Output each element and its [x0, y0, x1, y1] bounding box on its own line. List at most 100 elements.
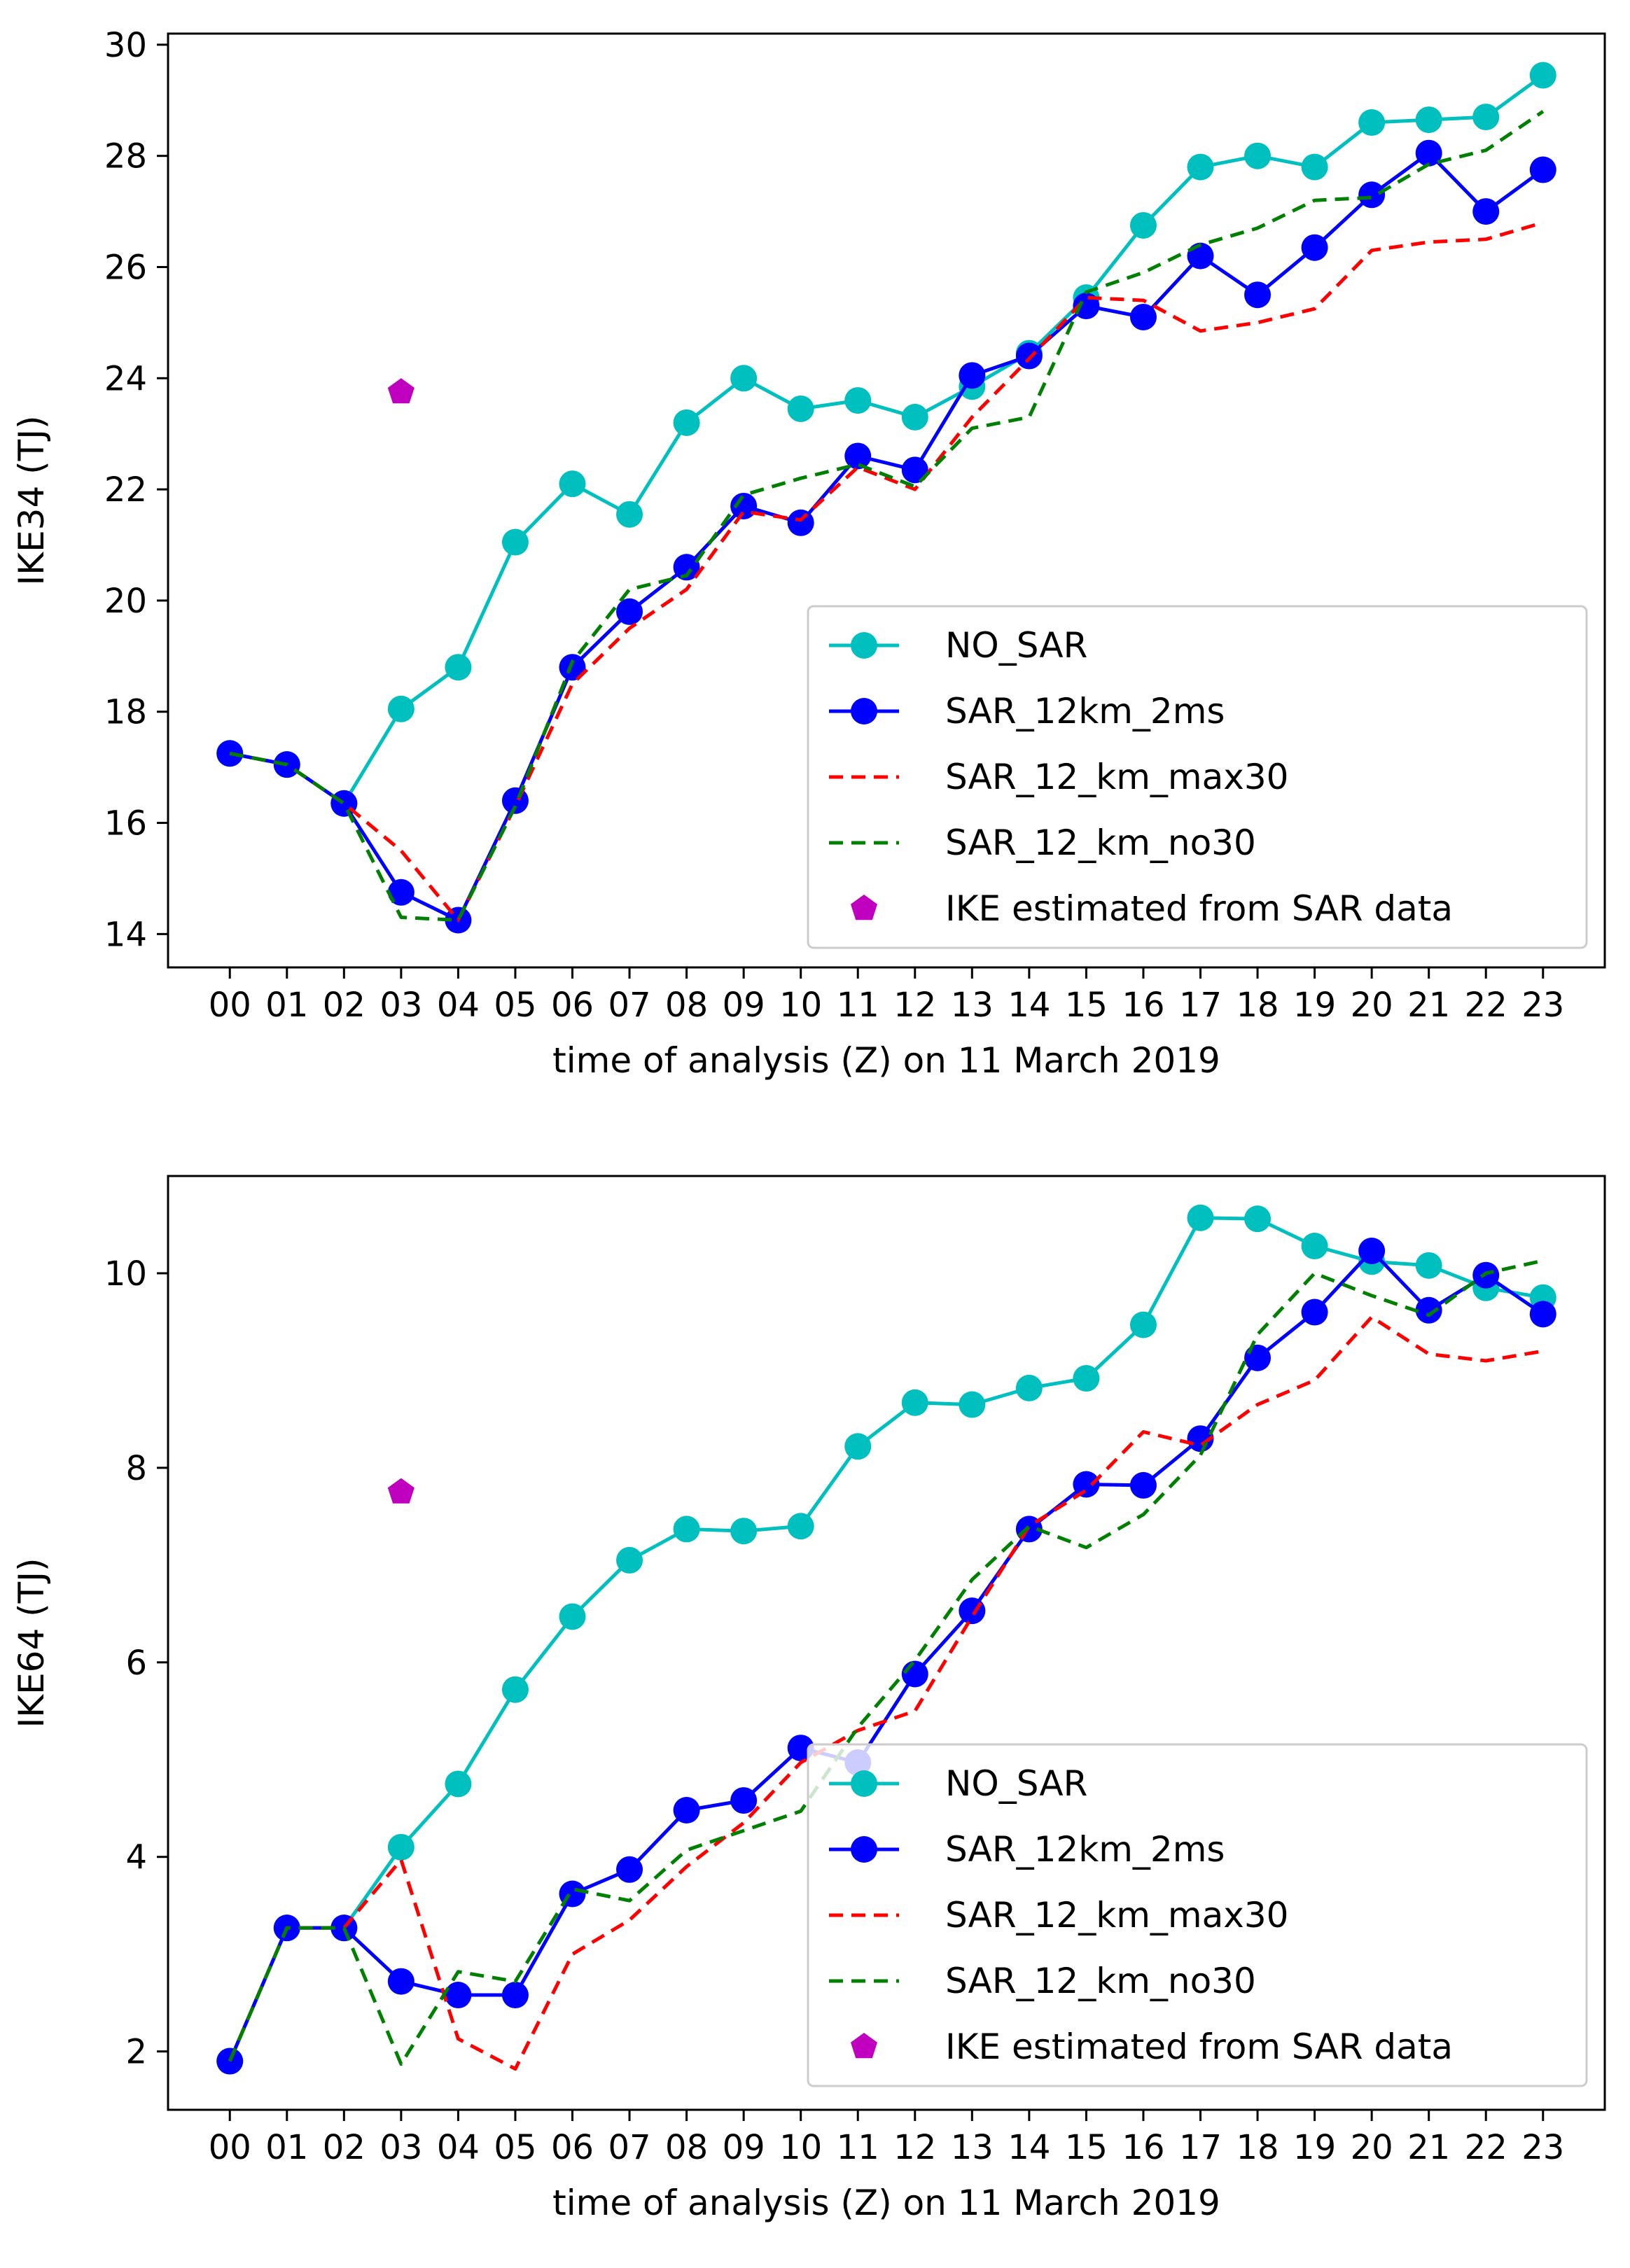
data-point	[1129, 303, 1157, 330]
data-point	[1015, 342, 1043, 370]
data-point	[787, 1513, 814, 1540]
legend-marker	[851, 1770, 877, 1797]
x-tick-label: 01	[265, 2128, 308, 2167]
data-point	[959, 362, 986, 389]
x-tick-label: 23	[1521, 2128, 1564, 2167]
data-point	[1415, 1296, 1442, 1324]
x-tick-label: 11	[837, 986, 879, 1025]
data-point	[844, 1433, 872, 1460]
data-point	[730, 1787, 758, 1814]
data-point	[616, 500, 643, 528]
data-point	[730, 365, 758, 392]
legend-marker	[851, 632, 877, 659]
data-point	[1301, 1233, 1328, 1260]
data-point	[445, 654, 472, 681]
x-tick-label: 08	[665, 986, 708, 1025]
x-tick-label: 21	[1407, 986, 1450, 1025]
data-point	[1187, 153, 1214, 181]
data-point	[1358, 1237, 1386, 1264]
legend-box	[807, 1743, 1588, 2087]
x-tick-label: 05	[494, 986, 536, 1025]
data-point	[387, 878, 415, 906]
x-tick-label: 15	[1065, 2128, 1108, 2167]
x-tick-label: 00	[209, 986, 251, 1025]
legend-label: NO_SAR	[945, 1763, 1087, 1804]
data-point	[216, 2047, 244, 2075]
legend-label: IKE estimated from SAR data	[945, 2026, 1453, 2067]
legend-label: IKE estimated from SAR data	[945, 888, 1453, 929]
data-point	[1187, 1204, 1214, 1231]
data-point	[787, 395, 814, 422]
y-axis-label: IKE64 (TJ)	[11, 1558, 52, 1728]
x-tick-label: 23	[1521, 986, 1564, 1025]
legend-label: SAR_12_km_no30	[945, 822, 1256, 863]
data-point	[501, 1982, 529, 2009]
legend-item-sar-12-km-max30: SAR_12_km_max30	[829, 757, 1288, 797]
data-point	[1301, 1298, 1328, 1326]
x-tick-label: 19	[1293, 986, 1336, 1025]
data-point	[1073, 1471, 1100, 1498]
series-sar-12-km-no30	[229, 110, 1545, 922]
data-point	[1073, 1365, 1100, 1392]
y-tick-label: 28	[104, 137, 147, 176]
x-tick-label: 07	[608, 2128, 651, 2167]
data-point	[1244, 142, 1272, 169]
data-point	[1129, 1311, 1157, 1338]
legend-label: SAR_12km_2ms	[945, 1829, 1225, 1870]
y-tick-label: 22	[104, 470, 147, 510]
x-tick-label: 04	[437, 986, 480, 1025]
data-point	[901, 1389, 928, 1416]
data-point	[501, 1676, 529, 1703]
data-point	[1472, 198, 1500, 225]
y-tick-label: 6	[125, 1644, 147, 1683]
y-axis-label: IKE34 (TJ)	[11, 416, 52, 586]
x-tick-label: 05	[494, 2128, 536, 2167]
x-tick-label: 13	[951, 2128, 994, 2167]
data-point	[1529, 62, 1556, 89]
data-point	[1415, 106, 1442, 134]
legend-item-ike-estimated-from-sar-data: IKE estimated from SAR data	[851, 2026, 1453, 2067]
x-tick-label: 22	[1465, 986, 1507, 1025]
data-point	[844, 387, 872, 414]
legend-item-no-sar: NO_SAR	[829, 1763, 1087, 1804]
legend-item-ike-estimated-from-sar-data: IKE estimated from SAR data	[851, 888, 1453, 929]
x-tick-label: 09	[723, 986, 765, 1025]
y-tick-label: 16	[104, 804, 147, 844]
series-line	[228, 1259, 1544, 2066]
data-point	[959, 1597, 986, 1625]
chart-2: 00 01 02 03 04 05 06 07 08 09 10 11 12 13 14 15 16 17 18 19…	[11, 1175, 1606, 2223]
y-tick-label: 2	[125, 2033, 147, 2072]
data-point	[501, 528, 529, 556]
y-tick-label: 14	[104, 915, 147, 954]
data-point	[1129, 1471, 1157, 1499]
x-tick-label: 04	[437, 2128, 480, 2167]
y-tick-label: 20	[104, 582, 147, 621]
x-tick-label: 10	[779, 2128, 822, 2167]
data-point	[1472, 104, 1500, 131]
y-tick-label: 18	[104, 693, 147, 732]
data-point	[1015, 1374, 1043, 1401]
plot-frame	[167, 1175, 1606, 2111]
y-tick-label: 8	[125, 1449, 147, 1488]
data-point	[387, 1833, 415, 1861]
x-tick-label: 00	[209, 2128, 251, 2167]
data-point	[673, 409, 700, 436]
x-tick-label: 12	[893, 2128, 936, 2167]
data-point	[616, 1856, 643, 1883]
x-axis-label: time of analysis (Z) on 11 March 2019	[552, 2183, 1220, 2223]
x-tick-label: 17	[1179, 986, 1222, 1025]
data-point	[559, 654, 586, 681]
x-tick-label: 15	[1065, 986, 1108, 1025]
data-point	[1301, 234, 1328, 261]
plot-frame	[167, 32, 1606, 969]
legend: NO_SAR SAR_12km_2ms SAR_12_km_max30 SAR_12_…	[807, 605, 1588, 949]
x-tick-label: 12	[893, 986, 936, 1025]
data-point	[559, 1603, 586, 1630]
x-tick-label: 16	[1122, 986, 1164, 1025]
x-tick-label: 03	[379, 2128, 422, 2167]
sar-estimate-point	[387, 1478, 415, 1504]
legend-box	[807, 605, 1588, 949]
x-tick-label: 16	[1122, 2128, 1164, 2167]
x-axis-label: time of analysis (Z) on 11 March 2019	[552, 1040, 1220, 1081]
x-tick-label: 13	[951, 986, 994, 1025]
